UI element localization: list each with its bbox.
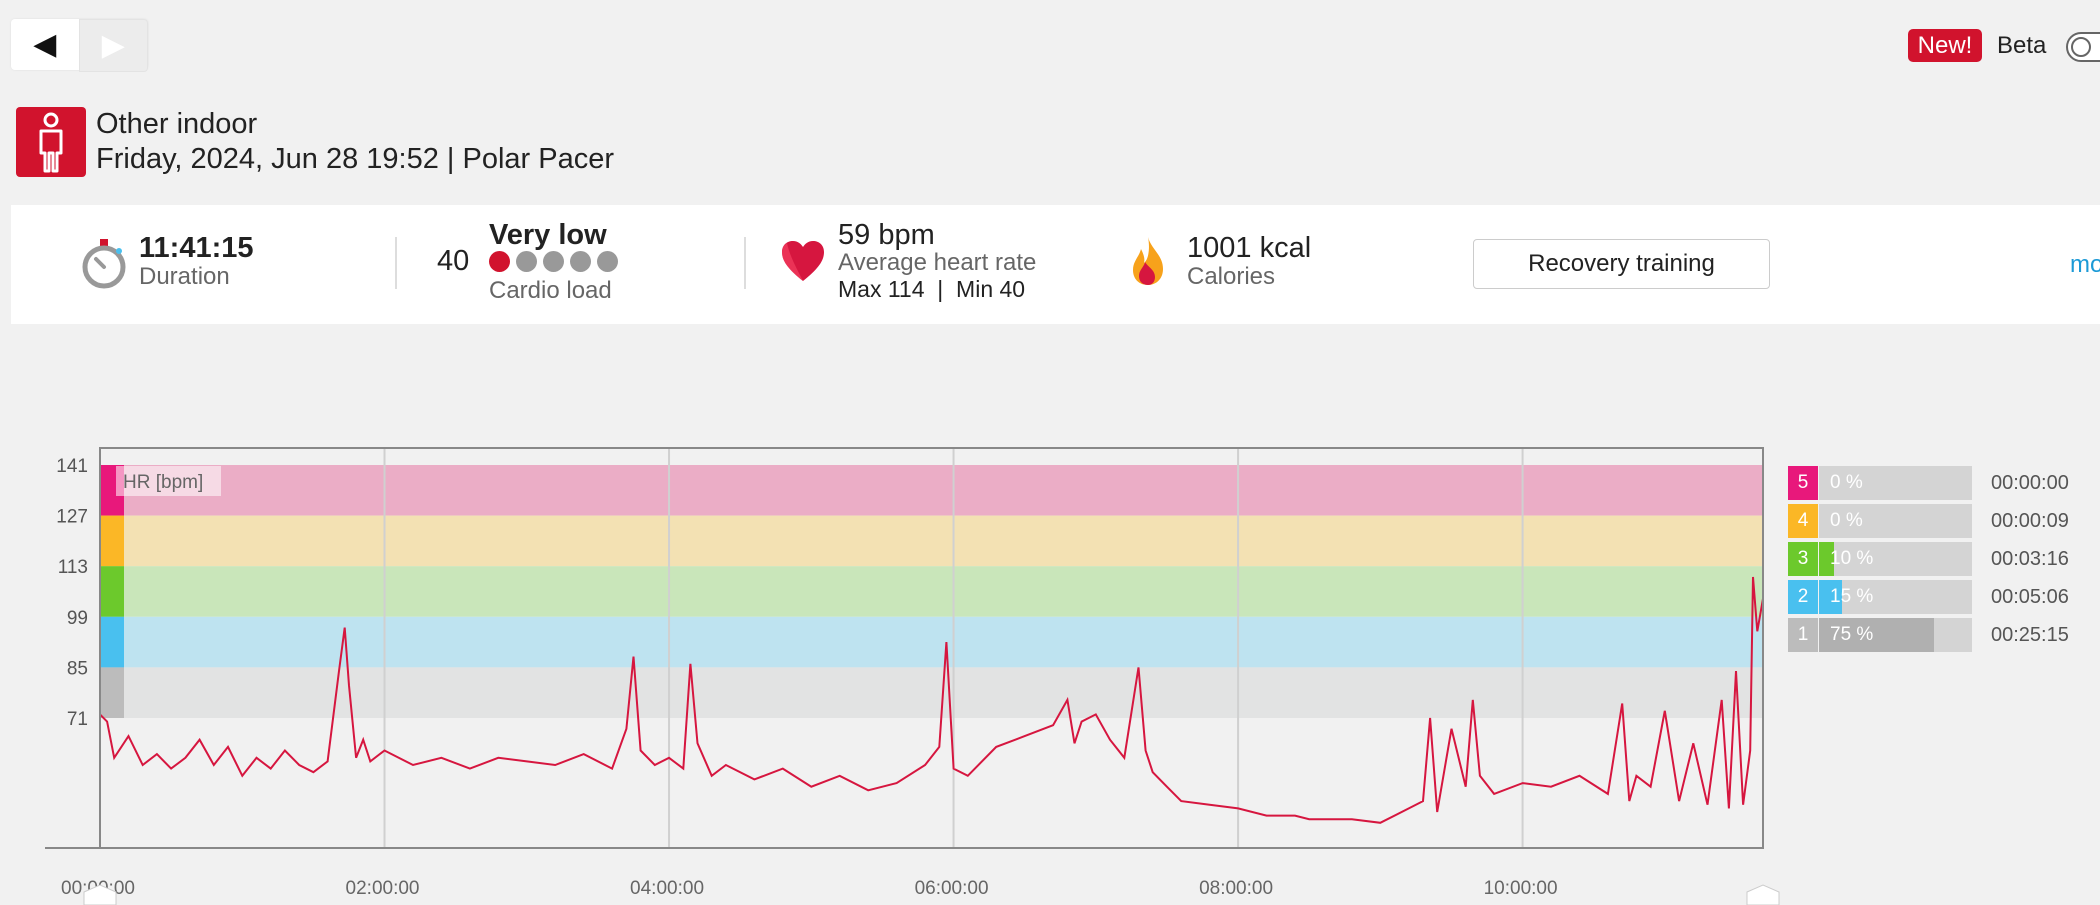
zone-bands	[100, 465, 1763, 718]
x-tick-label: 10:00:00	[1484, 878, 1558, 899]
y-tick-label: 127	[56, 507, 88, 528]
sport-icon-tile	[16, 107, 86, 177]
zone-number: 1	[1788, 618, 1818, 652]
y-axis-ticks: 141 127 113 99 85 71	[56, 456, 88, 730]
cardio-dot	[543, 251, 564, 272]
zone-percent-label: 10 %	[1830, 548, 1874, 569]
zone-strip-2	[100, 616, 124, 668]
x-tick-label: 08:00:00	[1199, 878, 1273, 899]
duration-value: 11:41:15	[139, 232, 254, 264]
cardio-load-number: 40	[437, 245, 470, 277]
divider	[744, 237, 746, 289]
zone-percent-label: 75 %	[1830, 624, 1874, 645]
next-activity-button[interactable]: ▶	[78, 19, 148, 72]
calories-value: 1001 kcal	[1187, 232, 1312, 264]
x-tick-label: 06:00:00	[915, 878, 989, 899]
new-badge: New!	[1908, 29, 1982, 62]
zone-color-strip	[100, 465, 124, 718]
zone-band-5	[100, 465, 1763, 516]
calories-label: Calories	[1187, 263, 1276, 290]
zone-time-label: 00:25:15	[1991, 624, 2069, 646]
toggle-knob	[2071, 37, 2091, 57]
cardio-load-dots	[489, 251, 624, 277]
previous-activity-button[interactable]: ◀	[11, 19, 79, 70]
plot-border	[99, 447, 1764, 849]
activity-nav: ◀ ▶	[11, 19, 148, 72]
zone-time-label: 00:03:16	[1991, 548, 2069, 570]
zone-percent-fill	[1819, 618, 1934, 652]
zone-band-4	[100, 515, 1763, 567]
range-handle-left[interactable]	[83, 884, 117, 905]
training-benefit-button[interactable]: Recovery training	[1473, 239, 1770, 289]
zone-percent-bar: 15 %	[1819, 580, 1972, 614]
more-link[interactable]: mo	[2070, 251, 2100, 278]
zone-percent-bar: 10 %	[1819, 542, 1972, 576]
zone-percent-bar: 75 %	[1819, 618, 1972, 652]
stopwatch-icon	[82, 239, 126, 289]
avg-hr-label: Average heart rate	[838, 249, 1037, 276]
cardio-dot	[489, 251, 510, 272]
heart-rate-line	[99, 576, 1764, 824]
flame-icon	[1133, 237, 1163, 285]
zone-percent-label: 0 %	[1830, 510, 1863, 531]
summary-bar: 11:41:15 Duration 40 Very low Cardio loa…	[11, 205, 2100, 324]
zone-time-label: 00:05:06	[1991, 586, 2069, 608]
y-tick-label: 85	[67, 658, 88, 679]
avg-hr-value: 59 bpm	[838, 219, 935, 251]
x-axis-ticks: 00:00:0002:00:0004:00:0006:00:0008:00:00…	[61, 878, 1558, 899]
y-tick-label: 141	[56, 456, 88, 477]
zone-percent-fill	[1819, 542, 1835, 576]
zone-number: 5	[1788, 466, 1818, 500]
zone-band-3	[100, 566, 1763, 617]
cardio-load-label: Cardio load	[489, 277, 612, 304]
zone-time-label: 00:00:00	[1991, 472, 2069, 494]
series-label: HR [bpm]	[123, 472, 203, 493]
beta-toggle[interactable]	[2066, 32, 2100, 62]
y-tick-label: 71	[67, 709, 88, 730]
zone-strip-1	[100, 667, 124, 718]
session-date-device: Friday, 2024, Jun 28 19:52 | Polar Pacer	[96, 143, 615, 175]
cardio-dot	[516, 251, 537, 272]
y-tick-label: 99	[67, 608, 88, 629]
zone-strip-3	[100, 566, 124, 617]
zone-band-2	[100, 616, 1763, 668]
y-tick-label: 113	[58, 557, 88, 578]
divider	[395, 237, 397, 289]
x-tick-label: 02:00:00	[346, 878, 420, 899]
series-label-background	[116, 466, 221, 496]
zone-strip-4	[100, 515, 124, 567]
cardio-dot	[570, 251, 591, 272]
zone-number: 2	[1788, 580, 1818, 614]
x-tick-label: 04:00:00	[630, 878, 704, 899]
cardio-load-level: Very low	[489, 219, 607, 251]
triangle-right-icon: ▶	[101, 29, 125, 62]
zone-band-1	[100, 667, 1763, 718]
zone-percent-label: 0 %	[1830, 472, 1863, 493]
triangle-left-icon: ◀	[33, 28, 57, 61]
person-standing-icon	[39, 112, 63, 173]
sport-name: Other indoor	[96, 108, 258, 140]
zone-percent-label: 15 %	[1830, 586, 1874, 607]
heart-icon	[782, 241, 824, 281]
zone-number: 4	[1788, 504, 1818, 538]
zone-percent-bar: 0 %	[1819, 504, 1972, 538]
zone-number: 3	[1788, 542, 1818, 576]
range-handle-right[interactable]	[1746, 884, 1780, 905]
time-gridlines	[383, 448, 1524, 848]
zone-percent-fill	[1819, 580, 1842, 614]
zone-percent-bar: 0 %	[1819, 466, 1972, 500]
hr-max-min: Max 114 | Min 40	[838, 276, 1026, 302]
cardio-dot	[597, 251, 618, 272]
zone-time-label: 00:00:09	[1991, 510, 2069, 532]
beta-label: Beta	[1997, 32, 2047, 59]
duration-label: Duration	[139, 263, 230, 290]
